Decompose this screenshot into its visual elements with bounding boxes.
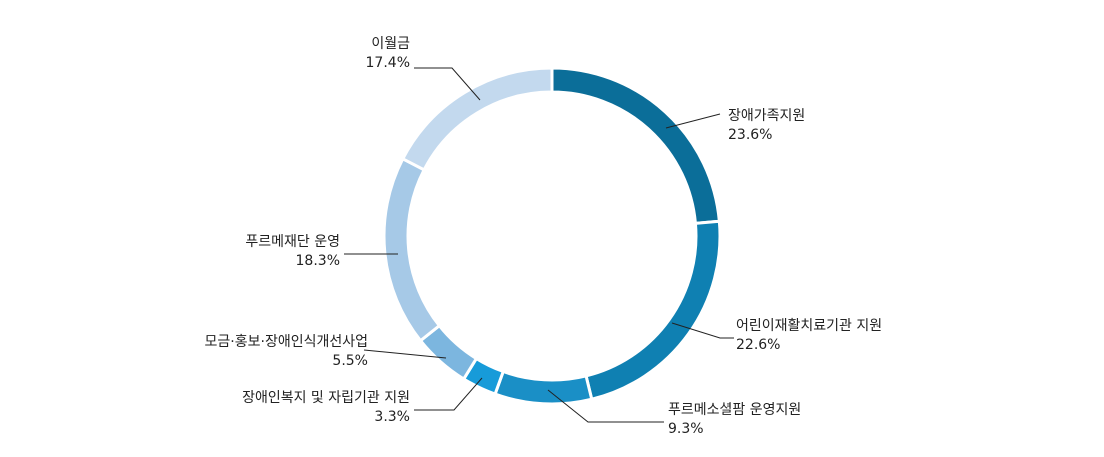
donut-slices	[382, 66, 722, 406]
slice-value-label: 22.6%	[736, 337, 780, 353]
donut-slice	[584, 219, 722, 402]
slice-name-label: 어린이재활치료기관 지원	[736, 318, 882, 334]
donut-slice	[493, 369, 594, 406]
slice-value-label: 17.4%	[366, 55, 410, 71]
leader-line	[363, 349, 447, 359]
leader-line	[671, 322, 734, 339]
donut-slice	[382, 156, 442, 343]
slice-value-label: 23.6%	[728, 127, 772, 143]
slice-name-label: 장애가족지원	[728, 108, 805, 124]
slice-name-label: 이월금	[371, 36, 410, 52]
slice-name-label: 장애인복지 및 자립기관 지원	[242, 390, 410, 406]
leader-line	[547, 389, 664, 423]
slice-name-label: 푸르메소셜팜 운영지원	[668, 402, 801, 418]
slice-name-label: 푸르메재단 운영	[245, 234, 340, 250]
slice-name-label: 모금·홍보·장애인식개선사업	[205, 334, 368, 350]
slice-value-label: 5.5%	[332, 353, 368, 369]
slice-value-label: 9.3%	[668, 421, 704, 437]
donut-slice	[550, 66, 721, 225]
slice-labels: 장애가족지원 23.6% 어린이재활치료기관 지원 22.6% 푸르메소셜팜 운영지원 9…	[205, 36, 883, 437]
donut-slice	[400, 66, 554, 172]
leader-line	[414, 67, 481, 101]
slice-value-label: 18.3%	[296, 253, 340, 269]
leader-line	[665, 113, 721, 129]
slice-value-label: 3.3%	[374, 409, 410, 425]
leader-line	[414, 377, 483, 411]
